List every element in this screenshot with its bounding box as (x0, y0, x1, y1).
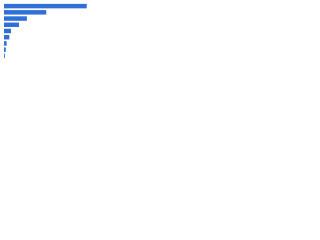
bar (4, 41, 7, 46)
bar (4, 53, 5, 59)
chart (4, 3, 87, 59)
bar (4, 22, 19, 28)
bar (4, 47, 6, 52)
bar (4, 3, 87, 9)
bar (4, 28, 12, 34)
bar (4, 16, 27, 21)
bar (4, 10, 47, 15)
bar (4, 34, 10, 40)
page: {"chart_data": {"type": "hbar", "categor… (0, 0, 320, 71)
